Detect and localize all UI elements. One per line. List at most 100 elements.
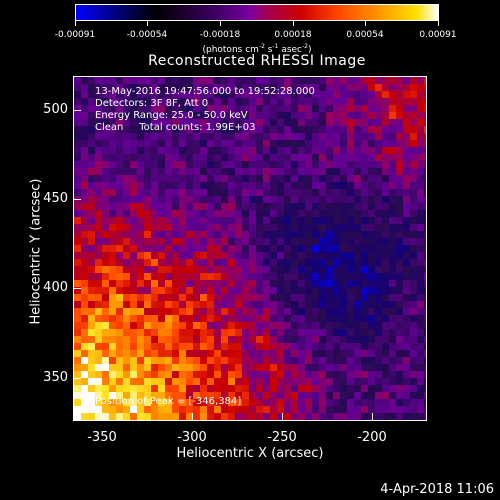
image-pixel bbox=[403, 301, 410, 308]
image-pixel bbox=[298, 336, 305, 343]
image-pixel bbox=[263, 91, 270, 98]
image-pixel bbox=[242, 238, 249, 245]
image-pixel bbox=[368, 378, 375, 385]
image-pixel bbox=[235, 217, 242, 224]
image-pixel bbox=[396, 154, 403, 161]
image-pixel bbox=[200, 238, 207, 245]
image-pixel bbox=[200, 196, 207, 203]
image-pixel bbox=[102, 385, 109, 392]
image-pixel bbox=[88, 315, 95, 322]
image-pixel bbox=[298, 350, 305, 357]
image-pixel bbox=[410, 350, 417, 357]
image-pixel bbox=[88, 322, 95, 329]
image-pixel bbox=[81, 126, 88, 133]
image-pixel bbox=[347, 252, 354, 259]
image-pixel bbox=[200, 217, 207, 224]
image-pixel bbox=[424, 189, 426, 196]
image-pixel bbox=[207, 350, 214, 357]
image-pixel bbox=[326, 322, 333, 329]
image-pixel bbox=[109, 77, 116, 84]
image-pixel bbox=[410, 266, 417, 273]
image-pixel bbox=[410, 378, 417, 385]
image-pixel bbox=[410, 133, 417, 140]
image-pixel bbox=[298, 343, 305, 350]
image-pixel bbox=[74, 294, 81, 301]
image-pixel bbox=[137, 385, 144, 392]
image-pixel bbox=[81, 133, 88, 140]
image-pixel bbox=[410, 315, 417, 322]
image-pixel bbox=[123, 168, 130, 175]
image-pixel bbox=[179, 273, 186, 280]
image-pixel bbox=[179, 245, 186, 252]
image-pixel bbox=[242, 322, 249, 329]
image-pixel bbox=[333, 154, 340, 161]
image-pixel bbox=[333, 406, 340, 413]
image-pixel bbox=[361, 182, 368, 189]
image-pixel bbox=[291, 126, 298, 133]
image-pixel bbox=[396, 77, 403, 84]
image-pixel bbox=[102, 245, 109, 252]
image-pixel bbox=[130, 322, 137, 329]
image-pixel bbox=[116, 336, 123, 343]
image-pixel bbox=[151, 266, 158, 273]
image-pixel bbox=[137, 203, 144, 210]
image-pixel bbox=[249, 406, 256, 413]
image-pixel bbox=[319, 175, 326, 182]
image-pixel bbox=[172, 273, 179, 280]
image-pixel bbox=[214, 371, 221, 378]
image-pixel bbox=[389, 385, 396, 392]
image-pixel bbox=[368, 238, 375, 245]
image-pixel bbox=[235, 105, 242, 112]
image-pixel bbox=[284, 336, 291, 343]
image-pixel bbox=[207, 119, 214, 126]
image-pixel bbox=[396, 308, 403, 315]
image-pixel bbox=[130, 84, 137, 91]
image-pixel bbox=[137, 343, 144, 350]
image-pixel bbox=[368, 84, 375, 91]
image-pixel bbox=[333, 399, 340, 406]
image-pixel bbox=[165, 280, 172, 287]
image-pixel bbox=[270, 378, 277, 385]
image-pixel bbox=[270, 210, 277, 217]
image-pixel bbox=[403, 91, 410, 98]
image-pixel bbox=[382, 413, 389, 420]
image-pixel bbox=[396, 189, 403, 196]
image-pixel bbox=[235, 168, 242, 175]
image-pixel bbox=[291, 259, 298, 266]
image-pixel bbox=[270, 399, 277, 406]
image-pixel bbox=[123, 203, 130, 210]
image-pixel bbox=[123, 392, 130, 399]
image-pixel bbox=[95, 308, 102, 315]
image-pixel bbox=[137, 133, 144, 140]
image-pixel bbox=[200, 315, 207, 322]
image-pixel bbox=[305, 357, 312, 364]
image-pixel bbox=[137, 224, 144, 231]
image-pixel bbox=[249, 126, 256, 133]
image-pixel bbox=[137, 161, 144, 168]
image-pixel bbox=[144, 273, 151, 280]
image-pixel bbox=[319, 252, 326, 259]
image-pixel bbox=[417, 245, 424, 252]
image-pixel bbox=[200, 406, 207, 413]
image-pixel bbox=[81, 210, 88, 217]
image-pixel bbox=[221, 84, 228, 91]
image-pixel bbox=[340, 371, 347, 378]
image-pixel bbox=[291, 154, 298, 161]
image-pixel bbox=[88, 238, 95, 245]
image-pixel bbox=[319, 266, 326, 273]
image-pixel bbox=[277, 112, 284, 119]
image-pixel bbox=[242, 77, 249, 84]
image-pixel bbox=[312, 385, 319, 392]
image-pixel bbox=[123, 308, 130, 315]
image-pixel bbox=[270, 189, 277, 196]
image-pixel bbox=[207, 210, 214, 217]
image-pixel bbox=[81, 217, 88, 224]
x-tick bbox=[102, 413, 103, 421]
image-pixel bbox=[263, 133, 270, 140]
image-pixel bbox=[298, 189, 305, 196]
image-pixel bbox=[95, 336, 102, 343]
image-pixel bbox=[347, 98, 354, 105]
image-pixel bbox=[333, 343, 340, 350]
image-pixel bbox=[424, 371, 426, 378]
image-pixel bbox=[95, 154, 102, 161]
